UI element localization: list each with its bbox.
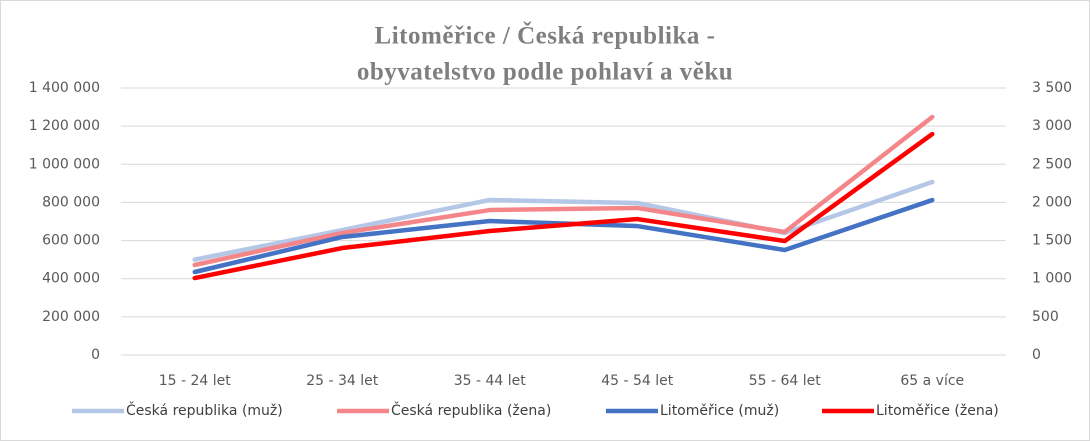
y-tick-label: 1 000 000 [29,156,100,172]
chart-title: Litoměřice / Česká republika - [375,21,716,50]
x-tick-label: 25 - 34 let [306,373,379,389]
y2-tick-label: 2 000 [1032,194,1072,210]
legend-label: Litoměřice (žena) [876,403,999,419]
y-tick-label: 0 [91,347,100,363]
series-line [192,131,935,281]
y-tick-label: 400 000 [42,271,100,287]
chart-title: obyvatelstvo podle pohlaví a věku [357,59,733,86]
x-tick-label: 65 a více [900,373,964,389]
y2-tick-label: 0 [1032,347,1041,363]
y2-tick-label: 3 000 [1032,118,1072,134]
x-tick-label: 55 - 64 let [749,373,822,389]
y-tick-label: 600 000 [42,233,100,249]
series-line [192,114,935,268]
y-tick-label: 800 000 [42,194,100,210]
y2-tick-label: 1 000 [1032,271,1072,287]
legend-label: Česká republika (muž) [126,401,283,419]
x-tick-label: 45 - 54 let [601,373,674,389]
y-tick-label: 200 000 [42,309,100,325]
y2-tick-label: 1 500 [1032,233,1072,249]
y-tick-label: 1 400 000 [29,80,100,96]
legend-label: Litoměřice (muž) [660,403,779,419]
legend-label: Česká republika (žena) [391,401,551,419]
x-tick-label: 15 - 24 let [159,373,232,389]
y-tick-label: 1 200 000 [29,118,100,134]
x-tick-label: 35 - 44 let [454,373,527,389]
y2-tick-label: 500 [1032,309,1059,325]
y2-tick-label: 2 500 [1032,156,1072,172]
y2-tick-label: 3 500 [1032,80,1072,96]
